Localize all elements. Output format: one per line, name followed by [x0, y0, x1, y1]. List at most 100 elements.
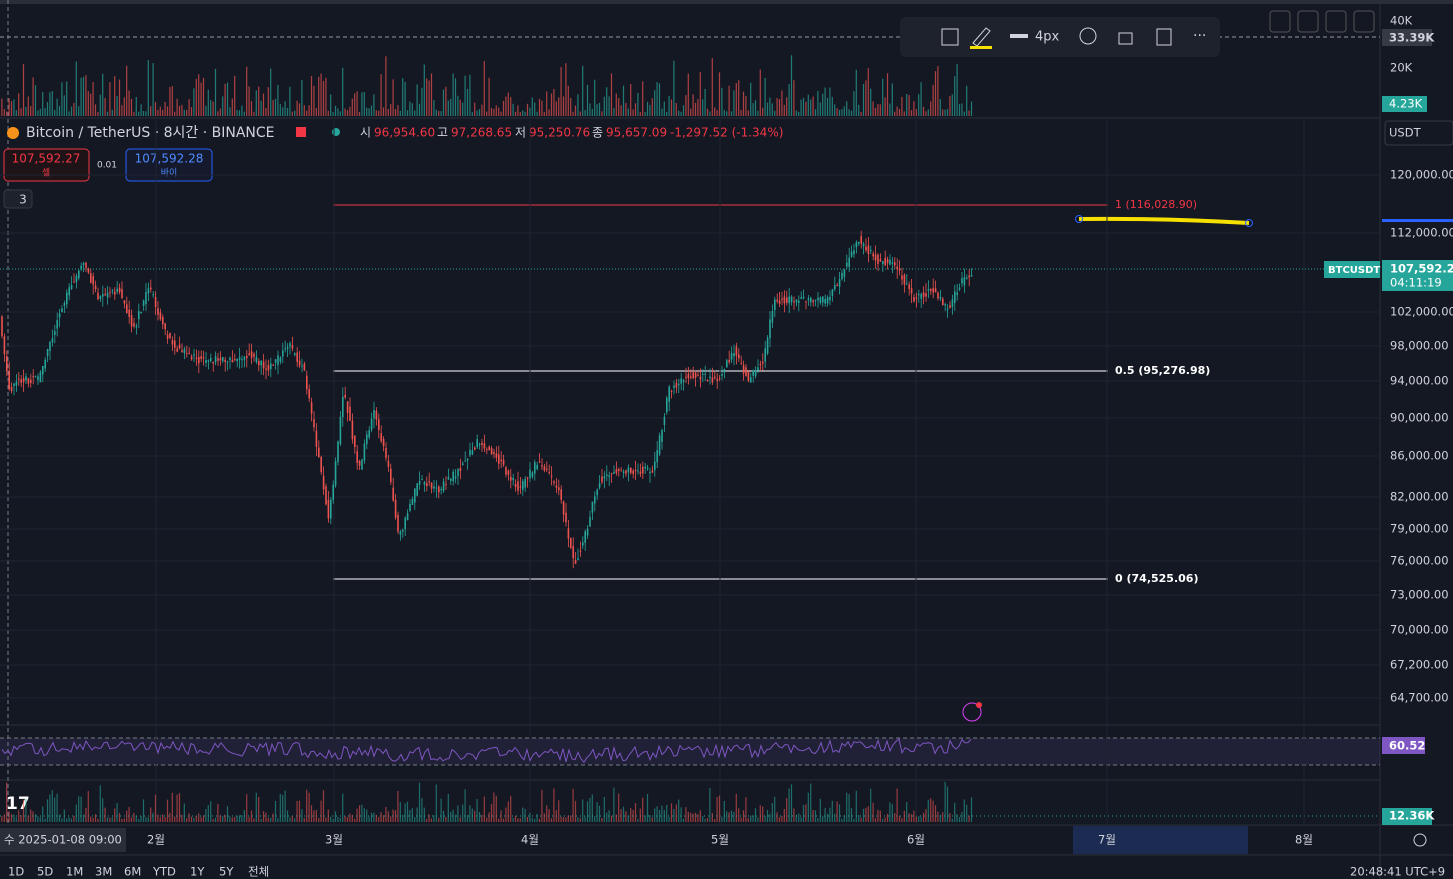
candle-body	[282, 350, 284, 357]
volume-bar	[361, 92, 363, 116]
candle-body	[267, 365, 270, 371]
volume-bar	[711, 57, 713, 116]
candle-body	[44, 359, 46, 369]
range-button[interactable]: 5Y	[219, 865, 234, 879]
candle-body	[502, 459, 505, 465]
candle-body	[630, 467, 632, 473]
pane-button[interactable]	[1353, 10, 1375, 33]
volume-bar	[694, 102, 697, 116]
volume-bar	[99, 785, 101, 822]
lock-icon[interactable]	[1118, 32, 1133, 45]
volume-bar	[450, 812, 452, 822]
volume-bar	[354, 93, 356, 116]
volume-bar	[668, 95, 670, 116]
range-button[interactable]: 1D	[8, 865, 24, 879]
volume-bar	[27, 815, 29, 822]
sell-button[interactable]	[3, 148, 90, 182]
candle-body	[687, 373, 690, 379]
range-button[interactable]: 3M	[95, 865, 112, 879]
stroke-width[interactable]: 4px	[1035, 30, 1060, 45]
pane-button[interactable]	[1297, 10, 1319, 33]
handle[interactable]	[1245, 219, 1253, 227]
candle-body	[253, 353, 255, 357]
volume-bar	[846, 792, 848, 822]
volume-bar	[627, 108, 629, 116]
currency-select[interactable]	[1384, 120, 1453, 146]
candle-body	[385, 447, 387, 458]
volume-bar	[776, 812, 778, 822]
range-button[interactable]: 5D	[37, 865, 53, 879]
range-button[interactable]: 1M	[66, 865, 83, 879]
volume-bar	[870, 788, 872, 822]
volume-bar	[186, 818, 188, 822]
volume-bar	[351, 98, 353, 116]
candle-body	[126, 304, 128, 313]
alert-icon[interactable]	[962, 702, 982, 722]
volume-bar	[162, 814, 164, 822]
candle-body	[87, 268, 90, 273]
candle-body	[932, 288, 934, 293]
range-button[interactable]: 1Y	[190, 865, 205, 879]
candle-body	[150, 287, 152, 290]
volume-bar	[13, 814, 15, 822]
volume-bar	[258, 796, 260, 822]
volume-bar	[867, 806, 869, 822]
stroke-icon[interactable]	[1010, 34, 1028, 38]
candle-body	[219, 357, 222, 361]
pane-button[interactable]	[1269, 10, 1291, 33]
trash-icon[interactable]	[1156, 28, 1172, 46]
volume-bar	[560, 816, 562, 822]
volume-bar	[378, 817, 380, 822]
candle-body	[428, 481, 430, 483]
candle-body	[642, 466, 644, 474]
volume-bar	[747, 818, 749, 822]
volume-bar	[378, 110, 380, 116]
volume-bar	[272, 813, 274, 822]
volume-bar	[558, 800, 560, 822]
handle[interactable]	[1075, 215, 1083, 223]
settings-icon[interactable]	[1079, 27, 1097, 45]
volume-bar	[819, 798, 821, 822]
volume-bar	[534, 102, 536, 116]
tool-icon[interactable]	[941, 28, 959, 46]
volume-bar	[322, 790, 325, 822]
range-button[interactable]: YTD	[152, 865, 176, 879]
volume-bar	[51, 91, 53, 116]
volume-bar	[795, 814, 797, 822]
settings-icon[interactable]	[1413, 833, 1427, 847]
volume-bar	[380, 74, 382, 116]
volume-bar	[654, 90, 656, 116]
candle-body	[697, 375, 699, 377]
candle-body	[303, 363, 306, 371]
candle-body	[217, 358, 219, 361]
range-button[interactable]: 6M	[124, 865, 141, 879]
candle-body	[934, 288, 937, 293]
candle-body	[488, 446, 490, 451]
pen-icon[interactable]	[972, 27, 991, 47]
range-button[interactable]: 전체	[248, 865, 269, 879]
pane-button[interactable]	[1325, 10, 1347, 33]
volume-bar	[159, 817, 161, 822]
volume-bar	[639, 808, 641, 822]
volume-bar	[169, 812, 171, 822]
volume-bar	[370, 812, 373, 822]
candle-body	[603, 476, 606, 479]
more-icon[interactable]: ···	[1193, 28, 1206, 44]
volume-bar	[154, 794, 157, 822]
buy-button[interactable]	[125, 148, 213, 182]
candle-body	[879, 259, 882, 262]
volume-bar	[399, 110, 401, 116]
candle-body	[814, 299, 817, 301]
volume-bar	[90, 816, 92, 822]
indicator-toggle[interactable]	[3, 189, 33, 209]
volume-bar	[522, 807, 524, 822]
volume-bar	[217, 111, 219, 116]
volume-bar	[915, 109, 917, 116]
volume-bar	[692, 813, 694, 822]
volume-bar	[493, 108, 495, 116]
candle-body	[658, 435, 661, 455]
volume-bar	[171, 792, 173, 822]
candle-body	[399, 531, 402, 535]
candle-body	[927, 289, 930, 291]
volume-bar	[546, 805, 548, 822]
